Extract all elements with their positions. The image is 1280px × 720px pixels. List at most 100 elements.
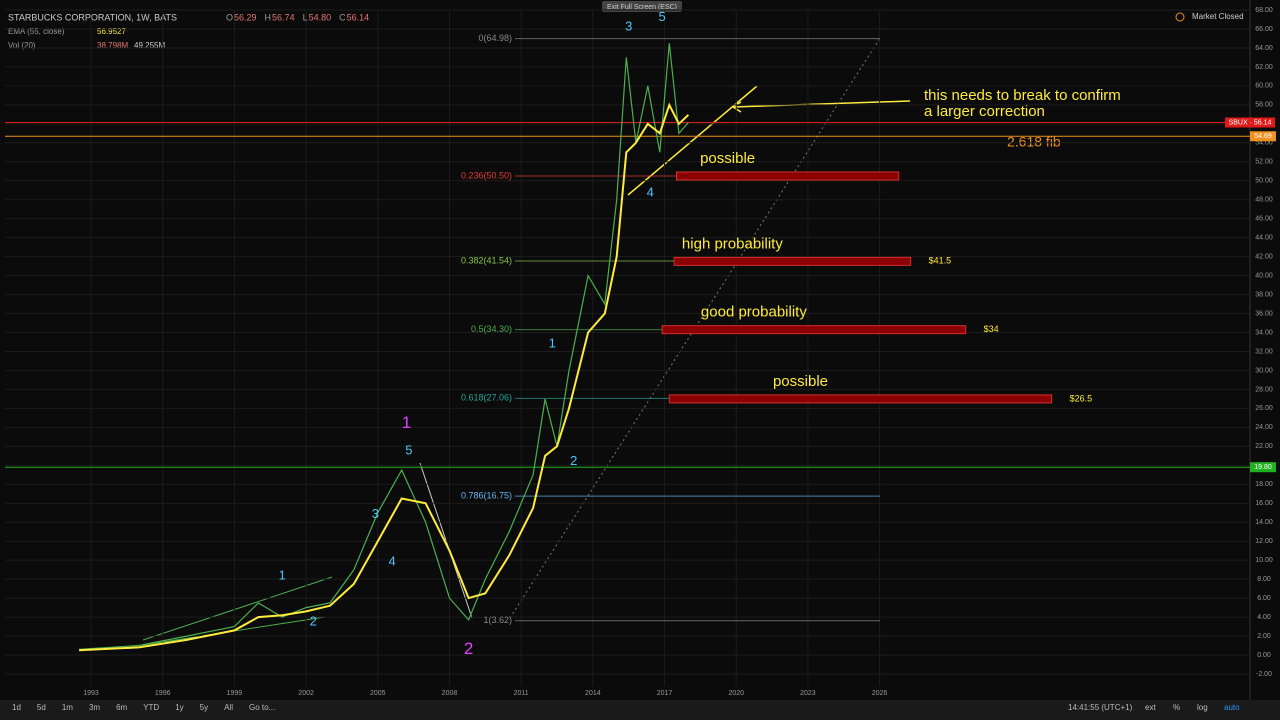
ohlc-value: 56.14 [347,12,370,22]
exit-button[interactable] [602,1,682,12]
target-zone [673,256,912,266]
fib-label: 1(3.62) [483,615,512,625]
fib-label: 0.236(50.50) [461,170,512,180]
ema-value: 56.9527 [97,27,126,36]
ohlc-key: C [339,12,346,22]
y-tick-label: 68.00 [1255,7,1273,14]
x-tick-label: 2023 [800,690,816,697]
y-tick-label: 18.00 [1255,481,1273,488]
arrow [732,100,911,108]
zone-text: possible [773,373,828,390]
price-tag-label: 54.69 [1254,133,1272,140]
y-tick-label: 62.00 [1255,64,1273,71]
price-tag [1225,117,1275,128]
series-line [79,102,690,652]
y-tick-label: 26.00 [1255,405,1273,412]
y-tick-label: 58.00 [1255,102,1273,109]
annotation: this needs to break to confirm [924,87,1121,104]
wave-label: 2 [570,453,577,468]
x-tick-label: 2020 [728,690,744,697]
y-tick-label: 64.00 [1255,45,1273,52]
bottom-bar [0,700,1280,720]
range-button[interactable]: 3m [89,703,100,712]
y-tick-label: 2.00 [1257,633,1271,640]
y-tick-label: 12.00 [1255,538,1273,545]
wave-label: 5 [659,9,666,24]
y-tick-label: 44.00 [1255,235,1273,242]
range-button[interactable]: 6m [116,703,127,712]
wave-line [419,462,473,619]
y-tick-label: 34.00 [1255,329,1273,336]
y-tick-label: 8.00 [1257,576,1271,583]
range-button[interactable]: All [224,703,233,712]
price-tag [1250,131,1276,142]
wave-label: 1 [549,335,556,350]
x-tick-label: 2017 [657,690,673,697]
wave-label: 5 [405,443,412,458]
exit-text[interactable]: Exit Full Screen (ESC) [607,4,677,11]
y-tick-label: 46.00 [1255,216,1273,223]
range-button[interactable]: 5d [37,703,46,712]
fib-label: 0.786(16.75) [461,491,512,501]
wave-label: 1 [402,413,411,432]
axis-option[interactable]: log [1197,703,1208,712]
y-tick-label: 22.00 [1255,443,1273,450]
wave-label: 2 [464,639,473,658]
ohlc-value: 56.29 [234,12,257,22]
y-tick-label: 14.00 [1255,519,1273,526]
y-tick-label: 66.00 [1255,26,1273,33]
y-tick-label: 6.00 [1257,595,1271,602]
y-tick-label: 54.00 [1255,140,1273,147]
y-tick-label: 50.00 [1255,178,1273,185]
target-zone [661,325,967,335]
zone-text: good probability [701,304,807,321]
ohlc-value: 56.74 [272,12,295,22]
y-tick-label: 48.00 [1255,197,1273,204]
axis-option[interactable]: ext [1145,703,1156,712]
fib-note: 2.618 fib [1007,134,1061,150]
y-tick-label: 0.00 [1257,652,1271,659]
x-tick-label: 2002 [298,690,314,697]
range-button[interactable]: 1d [12,703,21,712]
zone-label: $41.5 [929,256,952,266]
zone-text: high probability [682,235,783,252]
wave-label: 4 [647,185,654,200]
x-tick-label: 2011 [514,690,529,697]
x-tick-label: 1996 [155,690,171,697]
range-button[interactable]: YTD [143,703,159,712]
target-zone [675,171,900,181]
ohlc-key: O [226,12,233,22]
channel-line [142,576,333,641]
zone-label: $34 [984,324,999,334]
range-button[interactable]: 1y [175,703,183,712]
y-tick-label: -2.00 [1256,671,1272,678]
range-button[interactable]: 5y [200,703,208,712]
y-tick-label: 42.00 [1255,253,1273,260]
symbol[interactable]: STARBUCKS CORPORATION, 1W, BATS [8,12,177,22]
y-tick-label: 24.00 [1255,424,1273,431]
x-tick-label: 2005 [370,690,386,697]
price-tag [1250,462,1276,473]
ema-name: EMA (55, close) [8,27,65,36]
vol-value: 38.798M [97,41,128,50]
range-button[interactable]: Go to... [249,703,275,712]
x-tick-label: 2008 [442,690,458,697]
x-tick-label: 1999 [227,690,243,697]
x-tick-label: 2014 [585,690,601,697]
y-tick-label: 38.00 [1255,291,1273,298]
ohlc-key: L [303,12,308,22]
y-tick-label: 4.00 [1257,614,1271,621]
price-tag-label: 19.80 [1254,464,1272,471]
vol-name: Vol (20) [8,41,36,50]
range-button[interactable]: 1m [62,703,73,712]
fib-label: 0.618(27.06) [461,393,512,403]
target-zone [668,394,1053,404]
zone-label: $26.5 [1070,393,1093,403]
vol-value: 49.255M [134,41,165,50]
y-tick-label: 40.00 [1255,272,1273,279]
status-icon [1175,12,1185,22]
axis-option[interactable]: % [1173,703,1180,712]
axis-option[interactable]: auto [1224,703,1240,712]
